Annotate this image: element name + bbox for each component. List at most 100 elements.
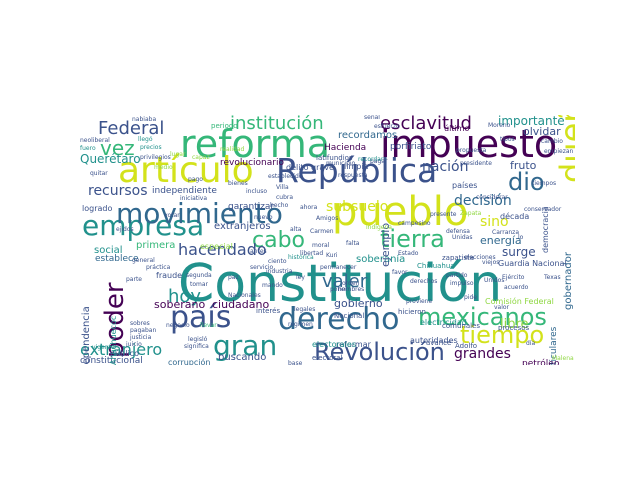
word-141: realidad xyxy=(220,146,245,153)
word-18: vez xyxy=(100,136,135,160)
word-83: periodo xyxy=(211,122,238,130)
word-63: Comisión Federal xyxy=(485,297,554,306)
word-68: olvidar xyxy=(523,125,561,138)
word-125: campesino xyxy=(398,220,431,227)
word-177: libertad xyxy=(300,250,324,257)
word-155: histórica xyxy=(288,254,314,261)
word-128: propuesta xyxy=(456,147,487,154)
word-22: Federal xyxy=(98,118,165,139)
word-24: valer xyxy=(322,271,368,292)
word-80: fraude xyxy=(156,271,183,280)
word-187: valor xyxy=(494,304,510,311)
word-97: avance xyxy=(426,339,452,347)
word-192: industria xyxy=(266,268,293,275)
word-62: Guardia Nacional xyxy=(498,259,567,268)
word-28: recursos xyxy=(88,183,148,199)
word-49: revolucionario xyxy=(220,158,284,168)
word-41: independiente xyxy=(152,186,217,196)
word-110: poner xyxy=(330,286,348,293)
word-156: mando xyxy=(262,282,283,289)
word-33: grandes xyxy=(454,346,511,362)
word-85: neoliberal xyxy=(80,137,110,144)
word-115: votar xyxy=(164,212,180,219)
word-123: legisló xyxy=(188,336,208,343)
word-40: gobierno xyxy=(334,297,383,310)
word-109: Kuri xyxy=(326,252,338,259)
word-127: lugar xyxy=(170,151,186,158)
word-59: reformar xyxy=(336,340,371,349)
word-160: base xyxy=(288,360,303,366)
word-9: país xyxy=(170,300,232,335)
word-135: vigente xyxy=(92,344,115,351)
word-144: considerar xyxy=(476,194,508,201)
word-7: empresa xyxy=(82,209,205,242)
word-118: general xyxy=(132,257,155,264)
word-132: precios xyxy=(140,144,162,151)
word-181: Carmen xyxy=(310,228,334,235)
word-66: década xyxy=(500,212,530,221)
word-150: incluso xyxy=(246,188,268,195)
word-104: tomar xyxy=(190,281,209,288)
word-36: surge xyxy=(502,245,536,259)
word-0: Constitución xyxy=(178,254,503,314)
word-58: petróleo xyxy=(522,359,560,366)
word-190: lo xyxy=(518,234,524,241)
word-179: permanecer xyxy=(320,264,357,271)
word-101: respuesta xyxy=(338,172,368,179)
word-120: empiezan xyxy=(544,148,574,155)
word-60: electorales xyxy=(312,340,356,349)
word-148: orden xyxy=(342,280,360,287)
word-191: antes xyxy=(250,248,267,255)
word-77: delito grave xyxy=(286,163,334,172)
word-133: indígena xyxy=(366,224,392,231)
word-139: ahora xyxy=(300,204,318,211)
word-46: recordamos xyxy=(338,130,398,141)
word-6: derecho xyxy=(278,302,400,337)
word-89: zapatista xyxy=(442,254,475,262)
word-31: sino xyxy=(480,214,509,230)
word-42: primera xyxy=(136,240,176,251)
word-20: institución xyxy=(230,115,324,134)
word-76: Chihuahua xyxy=(417,262,455,270)
word-137: cubra xyxy=(276,194,294,201)
word-188: tiempos xyxy=(532,180,557,187)
word-45: Querétaro xyxy=(80,152,141,166)
word-12: tiempo xyxy=(460,321,545,349)
word-126: medio xyxy=(154,164,173,171)
word-35: energía xyxy=(480,234,522,247)
word-170: acuerdo xyxy=(504,284,529,291)
word-2: impuesto xyxy=(380,122,558,166)
word-34: fruto xyxy=(510,159,537,172)
word-167: Texas xyxy=(544,274,561,281)
word-95: procesos xyxy=(498,324,530,332)
word-4: artículo xyxy=(118,150,254,191)
word-11: Revolución xyxy=(314,338,445,365)
word-57: corrupción xyxy=(168,358,211,366)
word-32: importante xyxy=(498,115,565,128)
word-55: establece xyxy=(95,254,139,264)
word-26: extranjero xyxy=(80,340,163,359)
word-145: municipio xyxy=(326,160,356,167)
word-92: comunales xyxy=(442,322,481,330)
word-30: decisión xyxy=(454,193,512,209)
word-131: capaz xyxy=(192,154,210,161)
word-103: bienes xyxy=(228,180,248,187)
word-90: Malena xyxy=(552,355,574,362)
word-134: recordar xyxy=(358,156,384,163)
word-111: favor xyxy=(392,269,408,276)
word-162: régimen xyxy=(288,321,313,328)
word-51: soberanía xyxy=(356,254,406,265)
word-79: interés xyxy=(256,307,281,315)
word-21: esclavitud xyxy=(380,115,472,134)
word-152: ejidos xyxy=(116,226,134,233)
word-81: público xyxy=(110,349,139,358)
word-93: hicieron xyxy=(398,308,426,316)
word-1: pueblo xyxy=(332,189,469,235)
word-64: autoridades xyxy=(410,336,458,345)
word-174: Carranza xyxy=(492,229,519,236)
word-105: práctica xyxy=(146,264,171,271)
word-112: Amigos xyxy=(316,215,339,222)
word-25: nación xyxy=(422,159,469,175)
word-43: extranjeros xyxy=(214,221,271,232)
word-27: hoy xyxy=(168,286,202,307)
